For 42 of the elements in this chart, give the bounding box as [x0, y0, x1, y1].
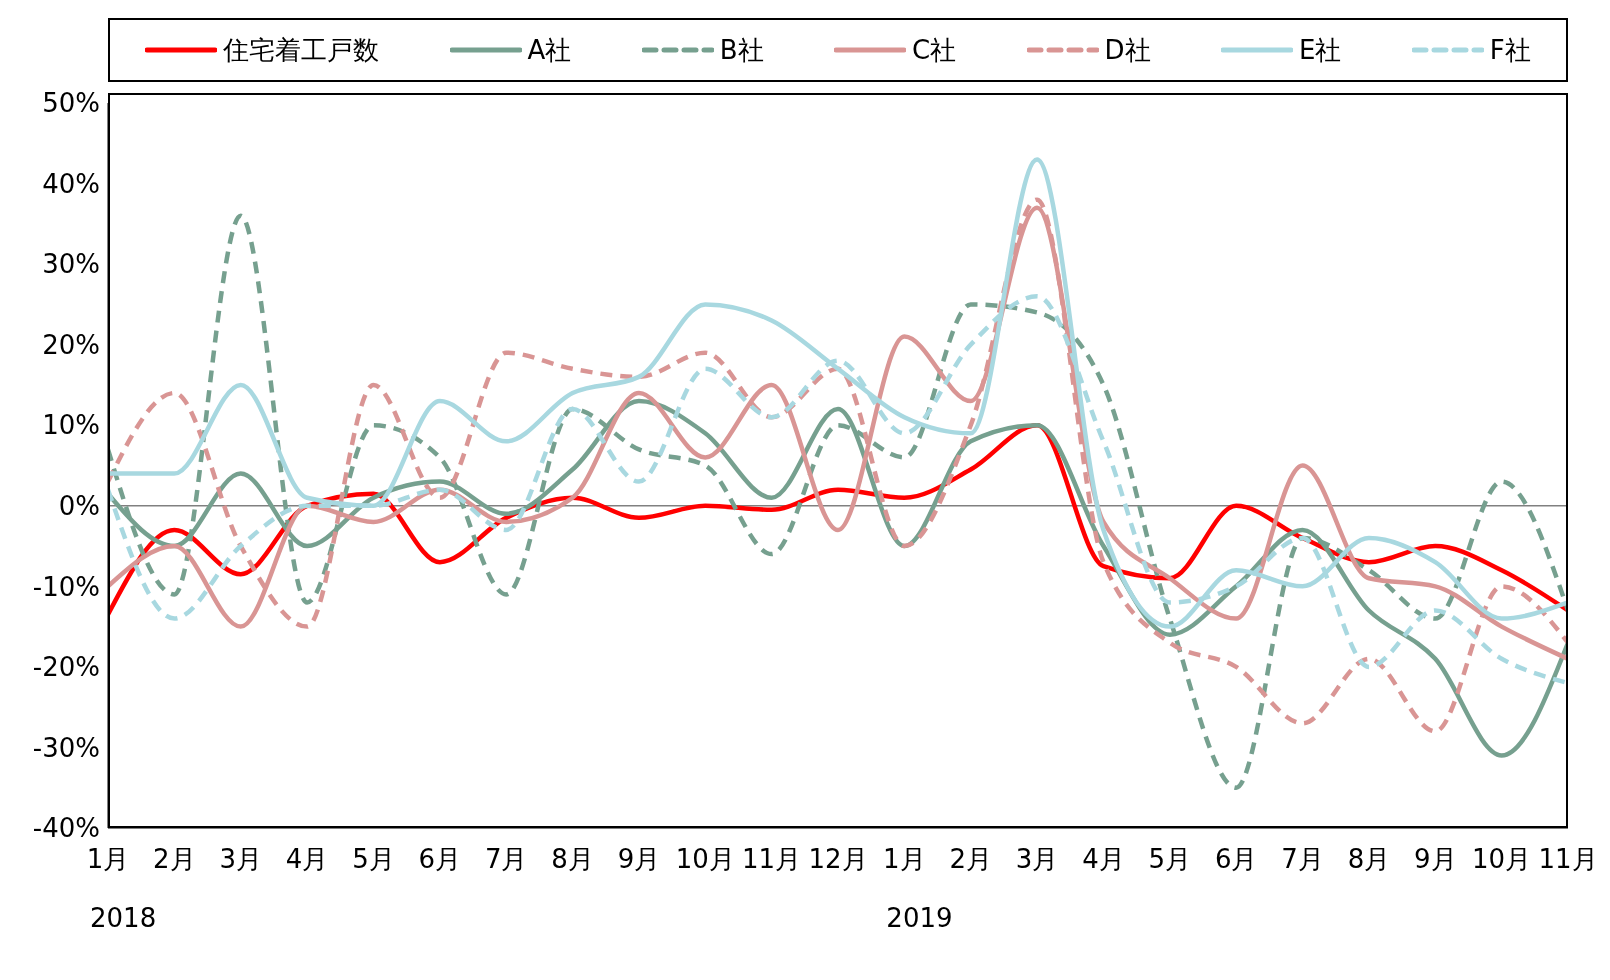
y-tick-label: 40% — [42, 168, 100, 199]
y-tick-label: 50% — [42, 88, 100, 119]
y-tick-label: -40% — [32, 813, 100, 844]
x-tick-label: 7月 — [1281, 844, 1324, 875]
legend-label: E社 — [1298, 33, 1342, 67]
x-tick-label: 7月 — [484, 844, 528, 875]
legend-label: 住宅着工戸数 — [223, 33, 380, 67]
x-tick-label: 8月 — [1347, 844, 1391, 875]
x-tick-label: 3月 — [1015, 844, 1059, 875]
x-tick-label: 5月 — [1148, 844, 1192, 875]
text: 2019 — [886, 903, 953, 933]
text: 2018 — [90, 903, 157, 933]
y-tick-label: -20% — [32, 652, 100, 683]
x-tick-label: 5月 — [352, 844, 395, 875]
x-tick-label: 8月 — [551, 844, 594, 875]
x-tick-label: 9月 — [1414, 844, 1457, 875]
legend-label: B社 — [719, 33, 764, 67]
y-tick-label: 0% — [58, 491, 100, 522]
y-tick-label: 30% — [42, 249, 100, 280]
x-tick-label: 9月 — [617, 844, 661, 875]
x-tick-label: 4月 — [285, 844, 329, 875]
x-tick-label: 1月 — [86, 844, 130, 875]
y-tick-label: 20% — [42, 329, 100, 360]
x-tick-label: 2月 — [153, 844, 196, 875]
y-tick-label: -30% — [32, 732, 100, 763]
legend-label: F社 — [1489, 33, 1531, 67]
x-tick-label: 11月 — [1538, 844, 1598, 875]
x-tick-label: 4月 — [1082, 844, 1125, 875]
x-tick-label: 6月 — [1214, 844, 1258, 875]
x-tick-label: 6月 — [418, 844, 462, 875]
y-tick-label: -10% — [32, 571, 100, 602]
x-tick-label: 2月 — [949, 844, 992, 875]
x-tick-label: 1月 — [883, 844, 926, 875]
legend-label: A社 — [527, 33, 572, 67]
legend-label: C社 — [912, 33, 957, 67]
y-tick-label: 10% — [42, 410, 100, 441]
x-tick-label: 3月 — [219, 844, 262, 875]
x-tick-label: 10月 — [1472, 844, 1532, 875]
legend-label: D社 — [1104, 33, 1151, 67]
x-tick-label: 11月 — [742, 844, 802, 875]
x-tick-label: 10月 — [675, 844, 735, 875]
x-tick-label: 12月 — [808, 844, 868, 875]
